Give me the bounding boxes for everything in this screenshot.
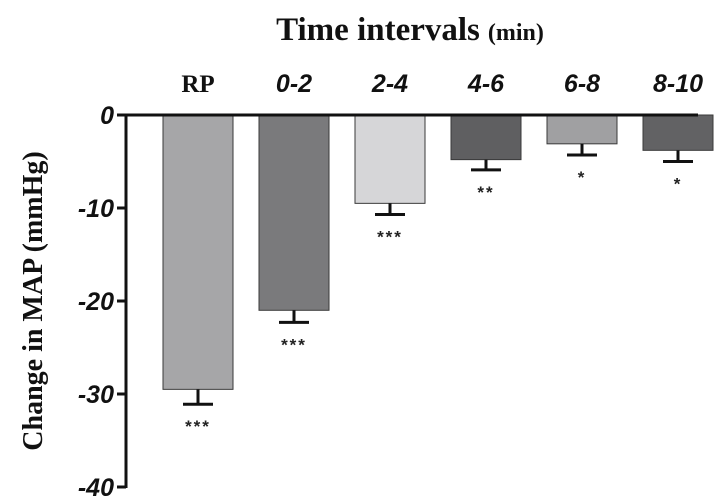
category-label-6-8: 6-8 [564,70,600,98]
category-label-4-6: 4-6 [467,70,505,98]
bar-2-4 [354,114,426,204]
category-label-0-2: 0-2 [276,70,312,98]
significance-label-8-10: * [674,175,683,194]
significance-label-4-6: ** [477,183,494,202]
y-axis-label: Change in MAP (mmHg) [18,151,49,450]
y-tick-label: -20 [78,288,114,316]
significance-label-2-4: *** [377,228,403,247]
bar-4-6 [450,114,522,161]
bar-0-2 [258,114,330,311]
bar-8-10 [642,114,714,151]
category-label-2-4: 2-4 [371,70,408,98]
bar-6-8 [546,114,618,145]
chart-title: Time intervals (min) [276,12,544,48]
bar-RP [162,114,234,390]
significance-label-0-2: *** [281,335,307,354]
chart-title-text: Time intervals [276,12,480,48]
y-tick-label: -30 [78,381,114,409]
category-label-RP: RP [181,71,214,98]
y-tick-label: -10 [78,195,114,223]
y-tick-label: 0 [100,102,114,130]
significance-label-6-8: * [578,168,587,187]
chart-title-unit: (min) [488,20,544,46]
y-tick-label: -40 [78,474,114,502]
category-label-8-10: 8-10 [653,70,703,98]
significance-label-RP: *** [185,417,211,436]
plot-area: *** RP *** 0-2 *** 2-4 ** 4-6 * 6-8 * 8-10 0 -10 -20 -3… [78,70,714,502]
